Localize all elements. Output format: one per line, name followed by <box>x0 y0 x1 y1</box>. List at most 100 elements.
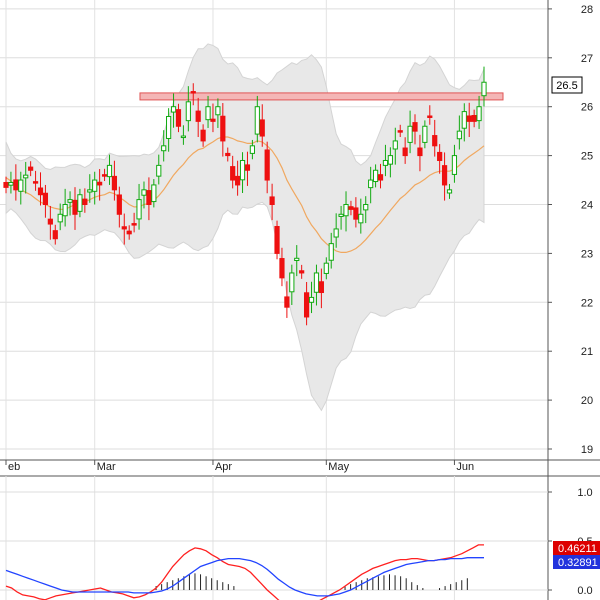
macd-line <box>5 544 484 600</box>
indicator-tag-red-text: 0.46211 <box>558 543 597 555</box>
candle-body <box>392 140 398 150</box>
indicator-value-tags: 0.46211 0.32891 <box>553 541 600 569</box>
last-price-tag-box <box>551 76 583 94</box>
candle-body <box>156 164 162 177</box>
indicator-tick-label: 1.0 <box>577 487 592 499</box>
candle-body <box>387 155 393 165</box>
candle-body <box>62 204 68 217</box>
candle-body <box>323 262 329 274</box>
candle-body <box>72 199 78 215</box>
candle-body <box>92 179 98 192</box>
candle-body <box>215 106 221 116</box>
candle-body <box>57 213 63 223</box>
candle-body <box>456 130 462 140</box>
candle-body <box>294 257 300 261</box>
candle-body <box>111 175 118 191</box>
candle-body <box>318 281 324 294</box>
candle-body <box>161 145 167 152</box>
candle-body <box>441 165 448 186</box>
candle-body <box>244 164 251 171</box>
candle-body <box>481 81 487 97</box>
candle-body <box>97 181 103 186</box>
candle-body <box>3 181 9 188</box>
candle-body <box>259 119 265 137</box>
candle-body <box>225 152 231 157</box>
candle-body <box>377 174 384 181</box>
candle-body <box>328 243 334 261</box>
candle-body <box>13 179 19 191</box>
candle-body <box>67 199 73 203</box>
candle-body <box>28 166 34 171</box>
candle-body <box>101 174 108 177</box>
candle-body <box>18 179 24 192</box>
candle-body <box>313 272 320 293</box>
price-tick-label: 22 <box>581 297 593 309</box>
indicator-tag-blue-box <box>553 555 600 569</box>
candle-body <box>254 106 260 135</box>
candle-body <box>239 159 246 181</box>
candle-body <box>82 198 88 206</box>
price-tick-label: 26 <box>581 102 593 114</box>
indicator-lines <box>5 544 484 600</box>
price-tick-label: 20 <box>581 395 593 407</box>
candle-body <box>8 181 14 186</box>
candle-body <box>343 204 349 217</box>
price-tick-label: 23 <box>581 248 593 260</box>
candle-body <box>249 145 255 154</box>
candle-body <box>397 130 403 133</box>
candle-body <box>279 258 285 279</box>
candle-body <box>299 270 305 274</box>
candle-body <box>42 192 49 206</box>
candle-body <box>32 181 39 184</box>
candle-body <box>200 129 206 142</box>
price-tick-label: 21 <box>581 346 593 358</box>
candle-body <box>166 115 172 139</box>
candle-body <box>353 207 359 220</box>
candle-body <box>466 115 472 122</box>
candle-body <box>461 111 467 129</box>
candle-body <box>308 296 315 303</box>
candle-body <box>220 115 226 142</box>
last-price-tag-text: 26.5 <box>556 80 577 92</box>
indicator-histogram <box>155 573 468 590</box>
resistance-rect <box>139 92 504 101</box>
candle-body <box>47 218 53 225</box>
candle-body <box>432 135 438 147</box>
candle-body <box>131 223 137 226</box>
candle-body <box>37 187 44 196</box>
candle-body <box>23 174 29 179</box>
candle-body <box>52 230 58 240</box>
candle-body <box>136 199 142 220</box>
candle-body <box>427 115 433 118</box>
resistance-zone <box>139 92 504 101</box>
indicator-tick-label: 0.0 <box>577 585 592 597</box>
candle-body <box>126 230 132 235</box>
candle-body <box>348 206 354 210</box>
date-tick-label: Mar <box>97 461 116 473</box>
candle-body <box>471 115 477 122</box>
candle-body <box>77 194 83 212</box>
candle-body <box>116 194 122 215</box>
candle-body <box>476 106 482 122</box>
date-tick-label: eb <box>8 461 20 473</box>
price-tick-label: 28 <box>581 4 593 16</box>
candle-body <box>412 122 418 132</box>
candle-body <box>372 169 379 183</box>
candle-body <box>358 213 364 224</box>
candle-body <box>205 106 211 121</box>
price-tick-label: 25 <box>581 151 593 163</box>
candlesticks <box>3 66 487 326</box>
candle-body <box>363 204 369 211</box>
candle-body <box>170 106 177 113</box>
candle-body <box>382 159 389 166</box>
candle-body <box>417 147 423 157</box>
candle-body <box>195 110 201 122</box>
candle-body <box>402 147 408 157</box>
indicator-tag-red-box <box>553 541 600 555</box>
candle-body <box>446 189 453 194</box>
candle-body <box>190 91 196 94</box>
candle-body <box>235 175 241 186</box>
candle-body <box>141 189 147 196</box>
candle-body <box>180 135 187 139</box>
